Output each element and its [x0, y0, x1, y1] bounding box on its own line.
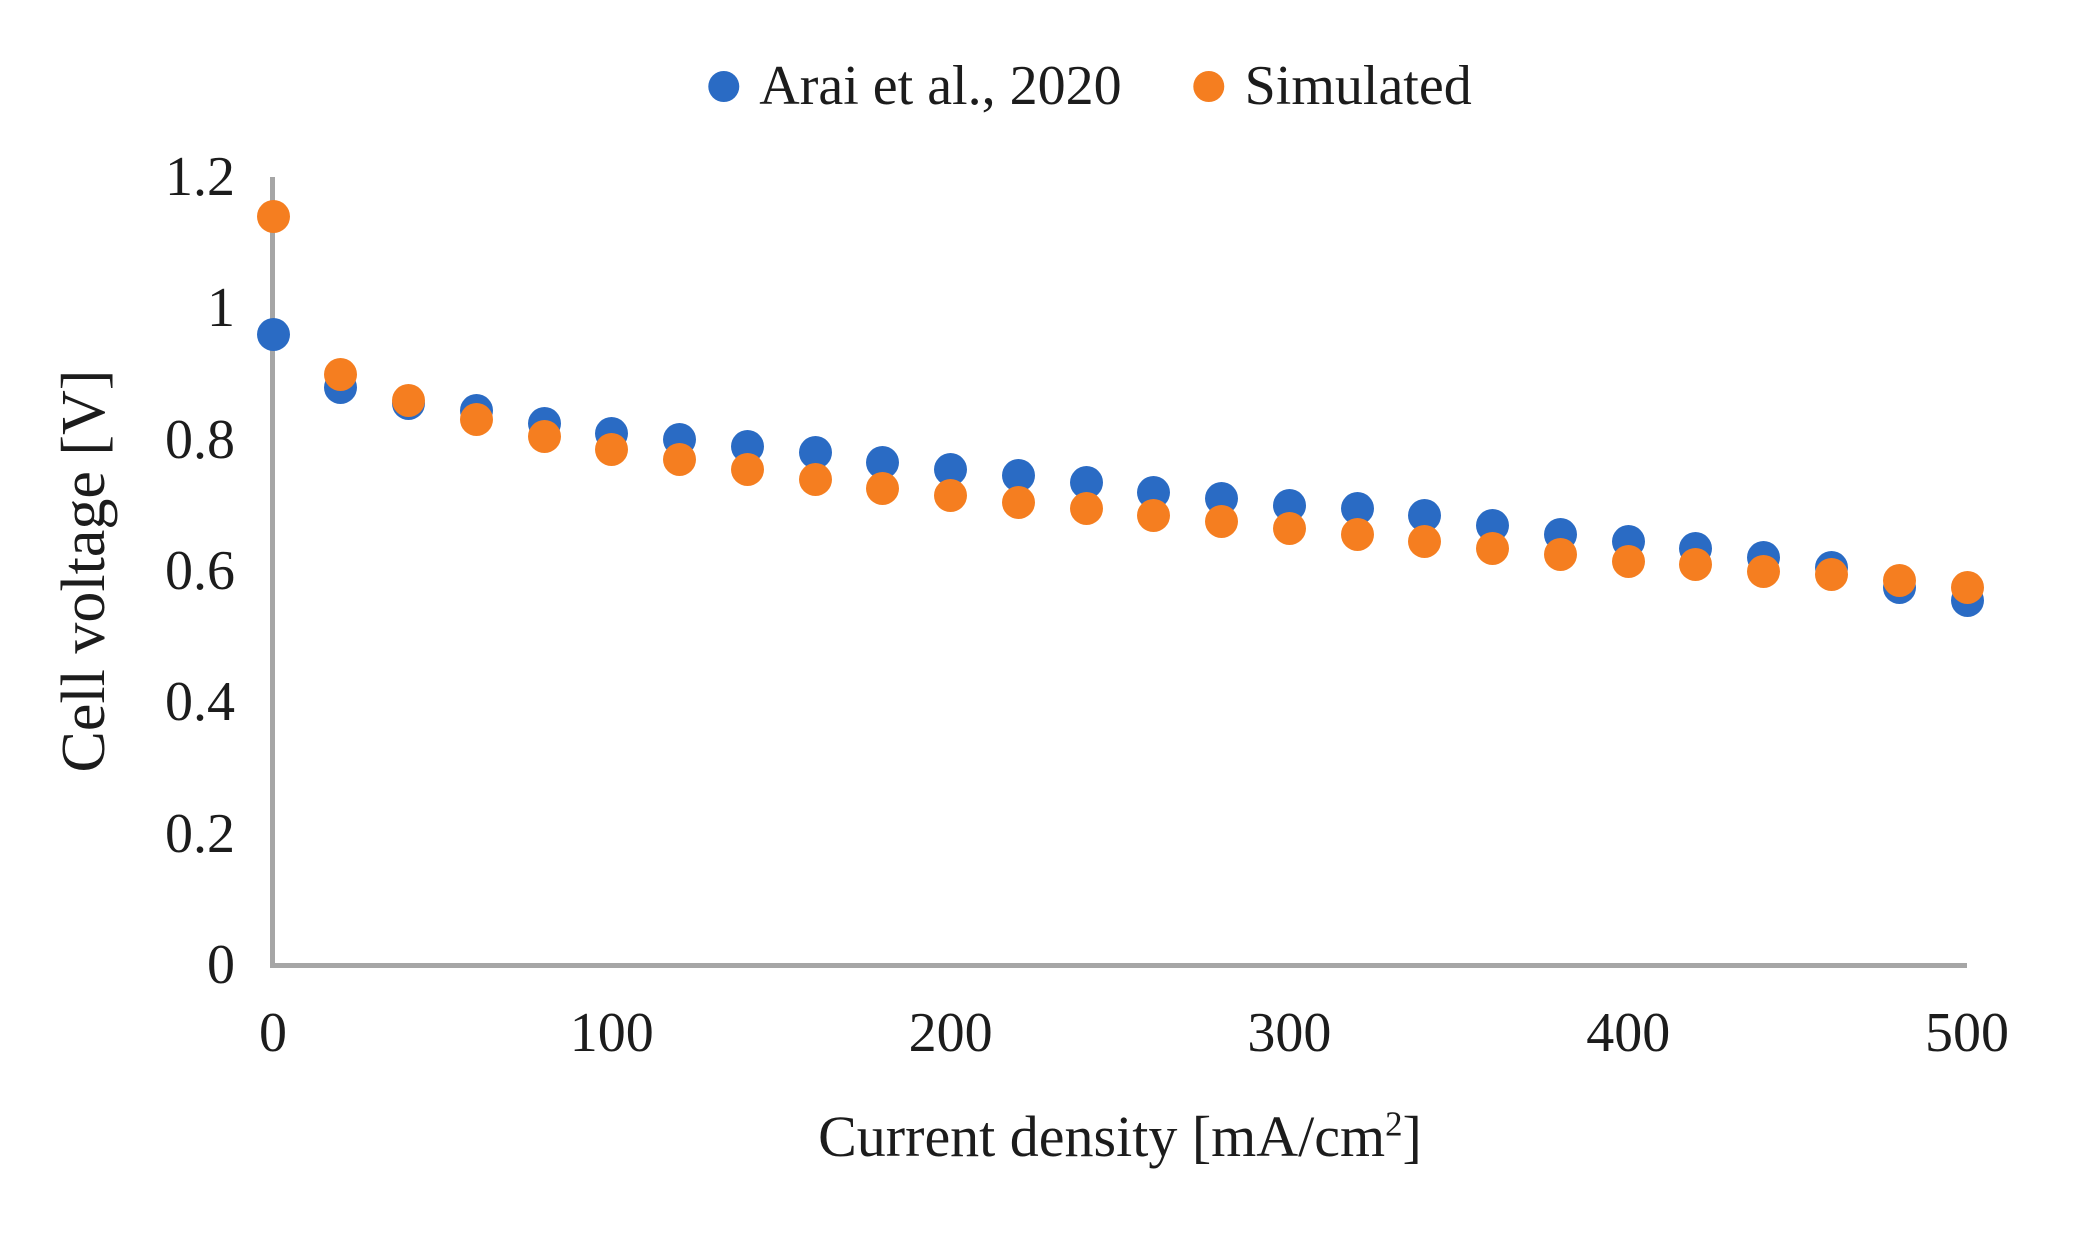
data-point-simulated [1001, 485, 1035, 519]
data-point-simulated [392, 383, 426, 417]
data-point-arai [256, 318, 290, 352]
data-point-simulated [256, 199, 290, 233]
legend-label: Simulated [1244, 55, 1472, 117]
data-point-simulated [1340, 518, 1374, 552]
data-point-simulated [1476, 531, 1510, 565]
legend-dot-icon [708, 70, 740, 102]
legend: Arai et al., 2020 Simulated [708, 55, 1472, 117]
data-point-simulated [1272, 511, 1306, 545]
y-tick-label: 1 [207, 277, 235, 340]
x-tick-label: 300 [1247, 1002, 1332, 1064]
data-point-simulated [663, 442, 697, 476]
x-tick-label: 100 [569, 1002, 654, 1064]
data-point-simulated [1205, 505, 1239, 539]
data-point-simulated [1543, 538, 1577, 572]
x-axis-title: Current density [mA/cm2] [818, 1104, 1422, 1166]
data-point-simulated [1950, 570, 1984, 604]
data-point-simulated [1882, 564, 1916, 598]
y-tick-label: 0 [207, 934, 235, 996]
legend-item-simulated: Simulated [1193, 55, 1472, 117]
x-tick-label: 0 [259, 1002, 287, 1064]
data-point-simulated [934, 478, 968, 512]
data-point-simulated [459, 403, 493, 437]
legend-dot-icon [1193, 70, 1225, 102]
data-point-simulated [595, 433, 629, 467]
x-tick-label: 400 [1586, 1002, 1671, 1064]
x-axis-title-text: Current density [mA/cm [818, 1104, 1386, 1169]
data-point-simulated [866, 472, 900, 506]
x-tick-label: 500 [1925, 1002, 2009, 1064]
data-point-simulated [324, 357, 358, 391]
data-point-simulated [1747, 554, 1781, 588]
data-point-simulated [798, 462, 832, 496]
data-point-simulated [1408, 524, 1442, 558]
x-axis-title-superscript: 2 [1385, 1104, 1403, 1144]
legend-item-arai: Arai et al., 2020 [708, 55, 1122, 117]
y-tick-label: 0.8 [165, 408, 235, 471]
x-axis-title-close: ] [1402, 1104, 1422, 1169]
legend-label: Arai et al., 2020 [759, 55, 1122, 117]
data-point-simulated [527, 419, 561, 453]
y-axis-line [270, 177, 275, 967]
data-point-simulated [730, 452, 764, 486]
data-point-simulated [1137, 498, 1171, 532]
data-point-simulated [1814, 557, 1848, 591]
y-tick-label: 0.2 [165, 802, 235, 865]
data-point-simulated [1069, 492, 1103, 526]
data-point-simulated [1679, 547, 1713, 581]
x-axis-line [270, 963, 1967, 968]
y-tick-label: 0.6 [165, 540, 235, 602]
y-tick-label: 0.4 [165, 671, 235, 734]
data-point-simulated [1611, 544, 1645, 578]
y-tick-label: 1.2 [165, 146, 235, 208]
x-tick-label: 200 [908, 1002, 993, 1064]
